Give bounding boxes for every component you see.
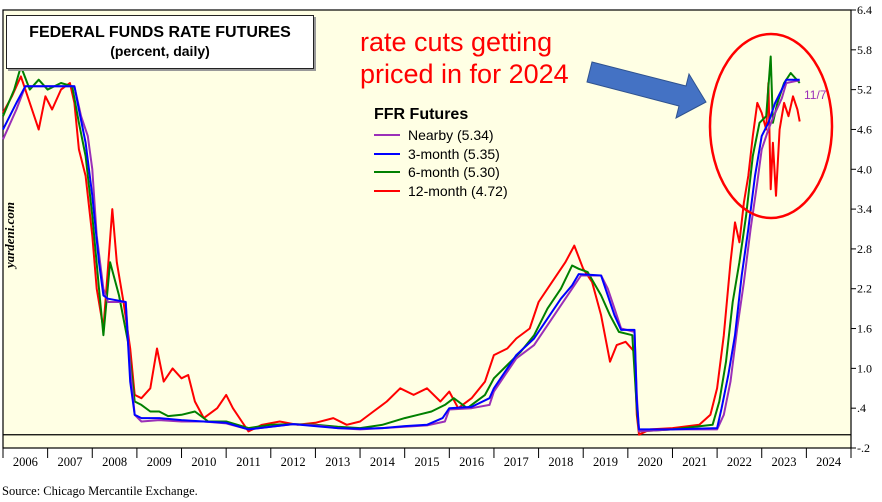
chart-title-box: FEDERAL FUNDS RATE FUTURES (percent, dai… [6, 15, 314, 69]
legend: FFR Futures Nearby (5.34) 3-month (5.35)… [374, 106, 508, 200]
source-note: Source: Chicago Mercantile Exchange. [2, 484, 198, 498]
legend-item-6-month: 6-month (5.30) [374, 163, 508, 182]
chart-title: FEDERAL FUNDS RATE FUTURES [29, 24, 291, 41]
y-tick-label: 3.4 [857, 202, 872, 216]
y-tick-label: 2.8 [857, 242, 872, 256]
series-line-3-month [2, 78, 800, 431]
x-tick-label: 2017 [504, 455, 529, 469]
legend-swatch [374, 134, 400, 137]
legend-swatch [374, 171, 400, 174]
x-tick-label: 2016 [459, 455, 484, 469]
annotation-line-1: rate cuts getting [360, 27, 553, 57]
arrow-icon [586, 61, 707, 119]
y-tick-label: -.2 [857, 441, 870, 455]
y-tick-label: 1.6 [857, 322, 872, 336]
highlight-circle [708, 32, 834, 220]
series-line-12-month [2, 75, 801, 436]
x-tick-label: 2014 [370, 455, 396, 469]
x-tick-label: 2007 [57, 455, 82, 469]
y-tick-label: 5.8 [857, 43, 872, 57]
y-tick-label: 1.0 [857, 361, 872, 375]
y-tick-label: 4.6 [857, 122, 872, 136]
x-tick-label: 2020 [638, 455, 663, 469]
legend-label: 3-month (5.35) [408, 145, 500, 162]
annotation-line-2: priced in for 2024 [360, 59, 569, 89]
legend-item-3-month: 3-month (5.35) [374, 145, 508, 164]
legend-item-12-month: 12-month (4.72) [374, 182, 508, 201]
legend-item-nearby: Nearby (5.34) [374, 126, 508, 145]
series-line-6-month [2, 55, 801, 433]
x-tick-label: 2019 [593, 455, 618, 469]
x-tick-label: 2018 [548, 455, 573, 469]
plot-area [2, 9, 852, 449]
x-tick-label: 2023 [772, 455, 797, 469]
y-axis: 6.4 5.8 5.2 4.6 4.0 3.4 2.8 2.2 1.6 1.0 .4 -.2 [851, 3, 872, 455]
series-lines [2, 55, 801, 436]
watermark-text: yardeni.com [2, 201, 17, 269]
y-tick-label: 6.4 [857, 3, 872, 17]
y-tick-label: 2.2 [857, 282, 872, 296]
y-tick-label: 4.0 [857, 162, 872, 176]
y-tick-label: .4 [857, 401, 866, 415]
x-axis: 2006 2007 2008 2009 2010 2011 2012 2013 2014 2015… [2, 448, 852, 469]
legend-swatch [374, 189, 400, 192]
x-tick-label: 2006 [13, 455, 38, 469]
x-tick-label: 2012 [281, 455, 306, 469]
watermark: yardeni.com [0, 195, 20, 275]
x-tick-label: 2010 [191, 455, 216, 469]
chart-subtitle: (percent, daily) [110, 43, 210, 59]
x-tick-label: 2008 [102, 455, 127, 469]
y-tick-label: 5.2 [857, 83, 872, 97]
x-tick-label: 2009 [147, 455, 172, 469]
legend-label: 12-month (4.72) [408, 182, 508, 199]
x-tick-label: 2015 [415, 455, 440, 469]
annotation-text: rate cuts getting priced in for 2024 [360, 26, 569, 90]
x-tick-label: 2011 [236, 455, 261, 469]
x-tick-label: 2022 [727, 455, 752, 469]
legend-swatch [374, 152, 400, 155]
last-date-label: 11/7 [804, 88, 827, 102]
x-tick-label: 2024 [816, 455, 842, 469]
x-tick-label: 2021 [682, 455, 707, 469]
legend-title: FFR Futures [374, 106, 469, 123]
x-tick-label: 2013 [325, 455, 350, 469]
legend-label: 6-month (5.30) [408, 164, 500, 181]
legend-label: Nearby (5.34) [408, 127, 494, 144]
